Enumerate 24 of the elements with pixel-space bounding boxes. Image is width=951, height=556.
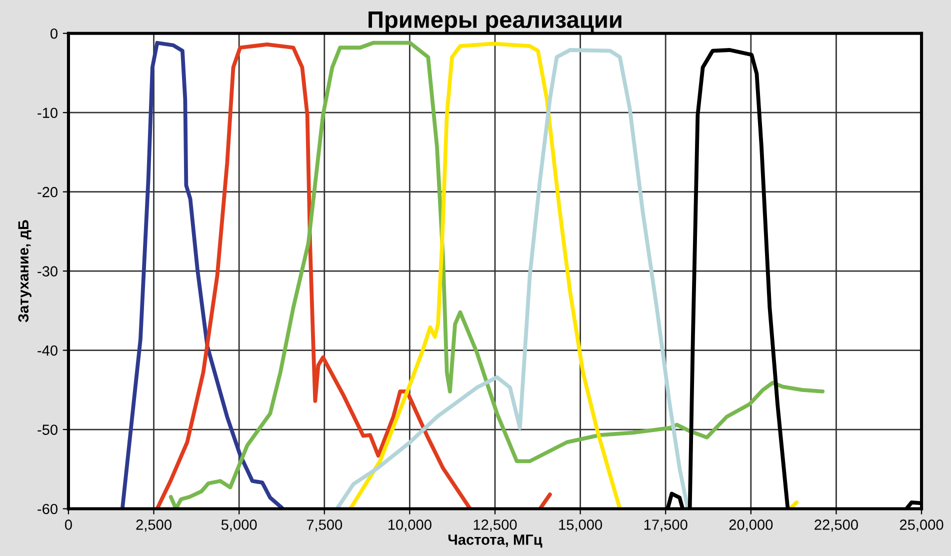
x-tick-label: 20,000 — [729, 520, 773, 532]
x-tick-label: 5,000 — [221, 520, 257, 532]
y-tick-label: -40 — [38, 345, 58, 356]
y-tick-label: -20 — [38, 186, 58, 198]
line-series — [335, 48, 690, 509]
x-tick-label: 2,500 — [136, 520, 172, 532]
y-tick-label: -60 — [38, 504, 58, 514]
x-tick-label: 10,000 — [388, 520, 432, 532]
x-tick-label: 17,500 — [644, 520, 688, 532]
y-tick-label: -30 — [38, 266, 58, 276]
x-tick-label: 25,000 — [900, 520, 944, 532]
y-tick-label: 0 — [50, 28, 58, 39]
y-axis-title: Затухание, дБ — [18, 220, 32, 322]
x-axis-title: Частота, МГц — [448, 534, 542, 548]
line-series — [168, 40, 825, 509]
x-tick-label: 0 — [64, 520, 72, 530]
x-tick-label: 12,500 — [474, 520, 517, 532]
y-tick-label: -50 — [38, 424, 58, 435]
x-tick-label: 22,500 — [814, 520, 858, 532]
chart-title: Примеры реализации — [368, 12, 622, 33]
x-tick-label: 15,000 — [559, 520, 602, 532]
y-tick-label: -10 — [38, 108, 58, 118]
line-series — [120, 40, 284, 509]
x-tick-label: 7,500 — [306, 520, 342, 532]
